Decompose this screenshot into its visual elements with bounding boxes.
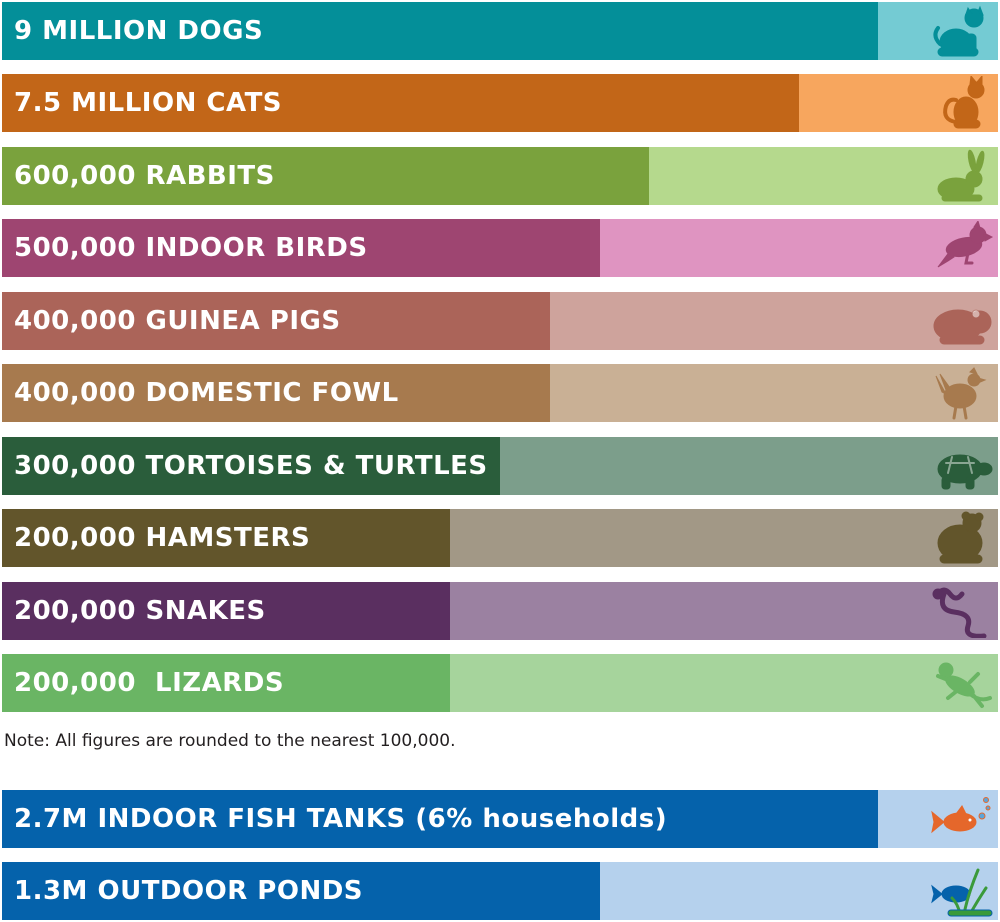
pond-icon [931,868,993,917]
bar [2,364,550,422]
bar [2,292,550,350]
bar [2,437,500,495]
bar-label: 400,000 DOMESTIC FOWL [14,378,399,408]
bar-row: 500,000 INDOOR BIRDS [2,219,998,277]
bar-label: 200,000 LIZARDS [14,668,285,698]
rabbit-icon [937,149,985,202]
bar-label: 200,000 HAMSTERS [14,523,311,553]
bar-row: 200,000 HAMSTERS [2,509,998,567]
bar-label: 7.5 MILLION CATS [14,88,283,118]
footnote: Note: All figures are rounded to the nea… [4,731,456,751]
bar-label: 500,000 INDOOR BIRDS [14,233,368,263]
cat-icon [943,76,985,129]
guinea-pig-icon [933,309,992,345]
bar-label: 2.7M INDOOR FISH TANKS (6% households) [14,804,668,834]
bar [2,509,451,567]
bar-row: 300,000 TORTOISES & TURTLES [2,437,998,495]
snake-icon [932,587,987,638]
bar [2,147,650,205]
bar-row: 1.3M OUTDOOR PONDS [2,862,998,920]
lizard-icon [936,662,992,708]
bar-row: 2.7M INDOOR FISH TANKS (6% households) [2,790,998,848]
bird-icon [937,221,994,268]
bar-row: 600,000 RABBITS [2,147,998,205]
bar-row: 9 MILLION DOGS [2,2,998,60]
bar [2,74,799,132]
bar [2,582,451,640]
bar-label: 1.3M OUTDOOR PONDS [14,876,364,906]
bar [2,219,600,277]
bar-label: 9 MILLION DOGS [14,16,264,46]
bar-row: 200,000 LIZARDS [2,654,998,712]
hamster-icon [937,511,984,564]
fish-icon [931,797,991,834]
bar-row: 400,000 GUINEA PIGS [2,292,998,350]
bar-label: 600,000 RABBITS [14,161,275,191]
bar-row: 200,000 SNAKES [2,582,998,640]
bar-row: 7.5 MILLION CATS [2,74,998,132]
bar-row: 400,000 DOMESTIC FOWL [2,364,998,422]
bar-label: 300,000 TORTOISES & TURTLES [14,451,488,481]
bar-label: 200,000 SNAKES [14,596,266,626]
bar [2,654,451,712]
bar-label: 400,000 GUINEA PIGS [14,306,341,336]
bar [2,862,600,920]
chicken-icon [935,367,987,420]
bar [2,2,879,60]
turtle-icon [937,454,993,490]
bar [2,790,879,848]
dog-icon [933,5,984,57]
